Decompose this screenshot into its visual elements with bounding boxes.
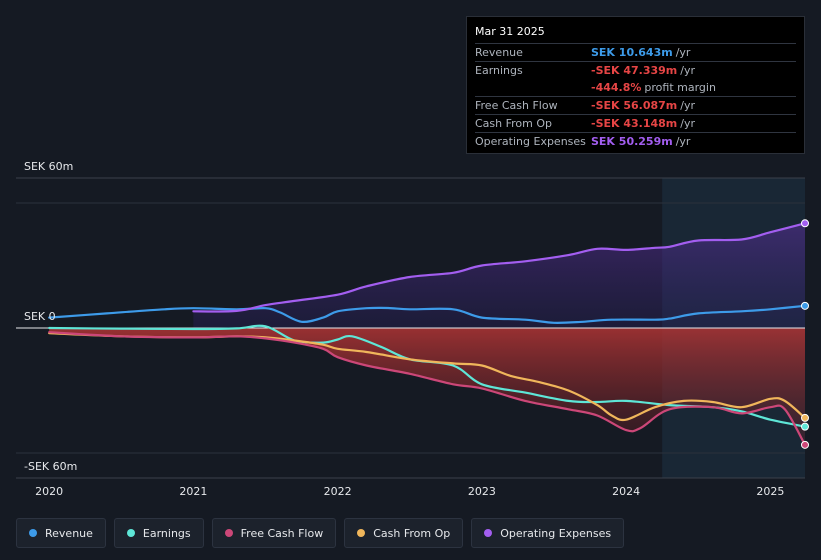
x-tick-label: 2021 (179, 485, 207, 498)
operating-expenses-endpoint (801, 219, 809, 228)
tooltip-row-unit: /yr (675, 135, 691, 148)
legend-item-earnings[interactable]: Earnings (113, 518, 204, 548)
cash-from-op-endpoint (801, 413, 809, 422)
tooltip-row-value: -SEK 47.339m (591, 64, 678, 77)
tooltip-row-value: -444.8% (591, 81, 642, 94)
fcf-area-fill (49, 328, 805, 445)
tooltip-row-label: Operating Expenses (475, 135, 586, 148)
tooltip-row-unit: /yr (680, 117, 696, 130)
legend-item-revenue[interactable]: Revenue (16, 518, 106, 548)
y-axis-label: SEK 0 (24, 310, 56, 323)
legend-label: Revenue (45, 526, 93, 540)
x-tick-label: 2022 (324, 485, 352, 498)
tooltip-row-label: Revenue (475, 46, 523, 59)
x-tick-label: 2025 (756, 485, 784, 498)
tooltip-row-unit: /yr (675, 46, 691, 59)
legend-label: Earnings (142, 526, 191, 540)
legend: Revenue Earnings Free Cash Flow Cash From O… (16, 518, 625, 548)
free-cash-flow-line (48, 331, 807, 446)
tooltip-row-label: Earnings (475, 64, 523, 77)
x-tick-label: 2020 (35, 485, 63, 498)
tooltip-row-unit: /yr (680, 99, 696, 112)
legend-label: Operating Expenses (500, 526, 612, 540)
legend-dot-icon (224, 529, 233, 537)
tooltip-row-unit: /yr (680, 64, 696, 77)
legend-item-operating-expenses[interactable]: Operating Expenses (471, 518, 625, 548)
tooltip-row-value: -SEK 43.148m (591, 117, 678, 130)
tooltip-row: Revenue SEK 10.643m/yr (475, 43, 796, 61)
tooltip-row: Operating Expenses SEK 50.259m/yr (475, 132, 796, 150)
tooltip-row-label: Free Cash Flow (475, 99, 558, 112)
legend-item-free-cash-flow[interactable]: Free Cash Flow (211, 518, 337, 548)
revenue-endpoint (801, 301, 809, 310)
y-axis-label: -SEK 60m (24, 460, 77, 473)
opex-area-fill (193, 223, 805, 328)
tooltip-row-value: SEK 10.643m (591, 46, 673, 59)
legend-dot-icon (29, 529, 37, 537)
tooltip-row-value: SEK 50.259m (591, 135, 673, 148)
tooltip-row-value: -SEK 56.087m (591, 99, 678, 112)
tooltip-panel: Mar 31 2025 Revenue SEK 10.643m/yr Earning… (466, 16, 805, 154)
legend-item-cash-from-op[interactable]: Cash From Op (344, 518, 464, 548)
tooltip-date: Mar 31 2025 (475, 25, 545, 38)
x-tick-label: 2024 (612, 485, 640, 498)
y-axis-label: SEK 60m (24, 160, 73, 173)
legend-dot-icon (126, 529, 135, 537)
operating-expenses-line (192, 222, 807, 313)
tooltip-row: Earnings -SEK 47.339m/yr (475, 61, 796, 79)
tooltip-row: Free Cash Flow -SEK 56.087m/yr (475, 96, 796, 114)
legend-dot-icon (357, 529, 366, 537)
tooltip-row: Cash From Op -SEK 43.148m/yr (475, 114, 796, 132)
legend-dot-icon (484, 529, 493, 537)
financials-chart: SEK 60m SEK 0 -SEK 60m 2020 2021 2022 2023 2024… (16, 160, 809, 498)
legend-label: Cash From Op (373, 526, 451, 540)
tooltip-row-label: Cash From Op (475, 117, 553, 130)
revenue-line (48, 304, 807, 324)
tooltip-row: -444.8% profit margin (475, 79, 796, 96)
free-cash-flow-endpoint (801, 440, 809, 449)
earnings-endpoint (801, 422, 809, 431)
x-tick-label: 2023 (468, 485, 496, 498)
legend-label: Free Cash Flow (240, 526, 324, 540)
tooltip-row-unit: profit margin (644, 81, 716, 94)
